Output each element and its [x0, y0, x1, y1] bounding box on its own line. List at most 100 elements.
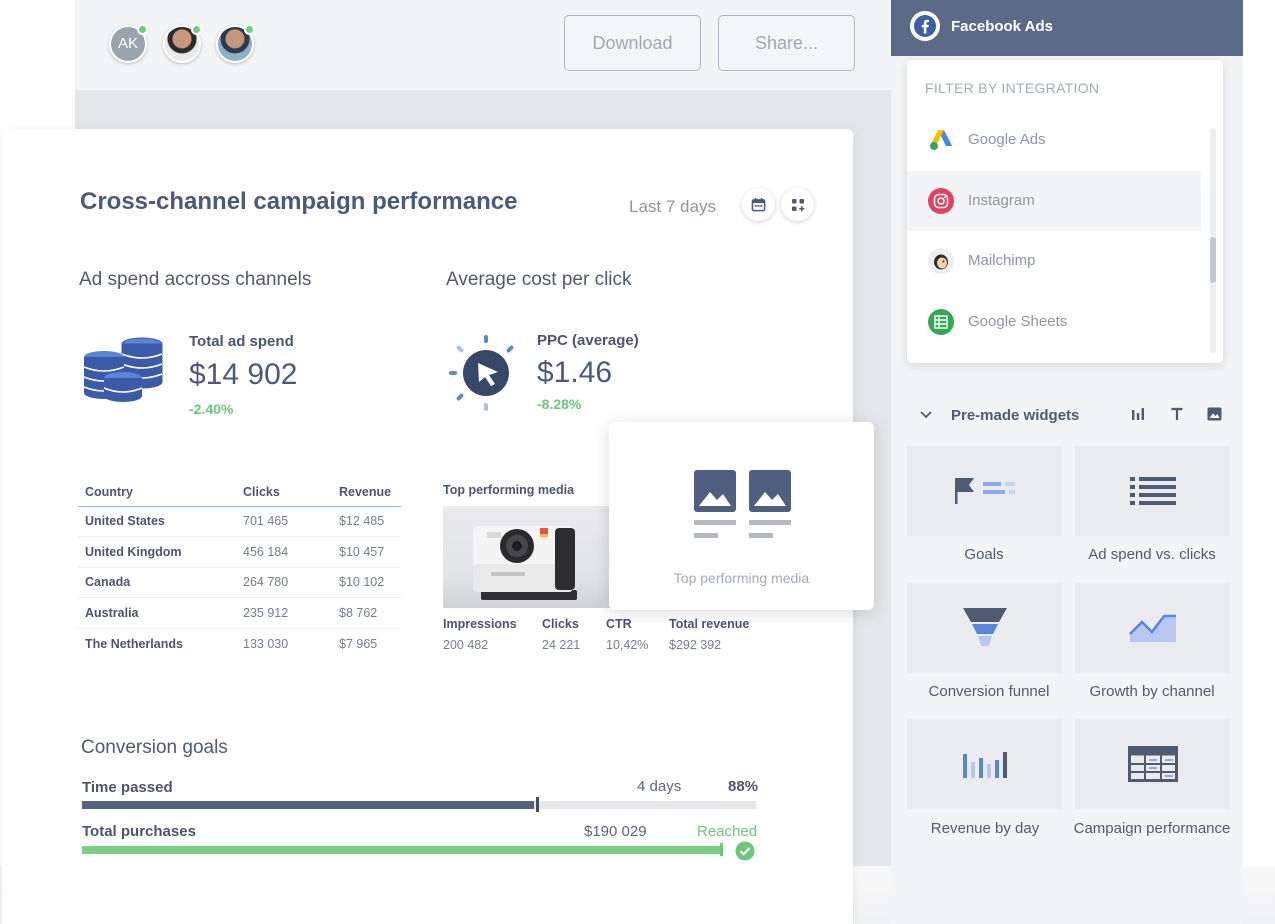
calendar-button[interactable]	[742, 188, 775, 221]
avatar-ak[interactable]: AK	[109, 24, 148, 63]
dropdown-scrollbar-thumb[interactable]	[1210, 237, 1216, 283]
option-label: Instagram	[968, 192, 1035, 209]
total-purchases-value: $190 029	[584, 823, 647, 840]
total-revenue-value: $292 392	[669, 638, 722, 652]
integration-header[interactable]	[891, 0, 1243, 56]
clicks-cell: 456 184	[236, 536, 332, 568]
text-filter-button[interactable]	[1168, 405, 1186, 423]
revenue-cell: $12 485	[332, 506, 401, 537]
cursor-click-icon	[449, 335, 514, 411]
table-row: Canada 264 780 $10 102	[78, 567, 401, 598]
filter-header: FILTER BY INTEGRATION	[925, 80, 1100, 96]
clicks-cell: 264 780	[236, 567, 332, 598]
integration-option-google-sheets[interactable]: Google Sheets	[907, 292, 1201, 352]
ppc-label: PPC (average)	[537, 332, 639, 349]
widget-label-goals: Goals	[964, 546, 1004, 563]
integration-option-mailchimp[interactable]: Mailchimp	[907, 231, 1201, 291]
column-header-country: Country	[78, 478, 236, 507]
widget-label-conversion-funnel: Conversion funnel	[928, 683, 1050, 700]
image-filter-button[interactable]	[1205, 405, 1223, 423]
widget-label-ad-spend-vs-clicks: Ad spend vs. clicks	[1088, 546, 1216, 563]
integration-title: Facebook Ads	[951, 18, 1053, 35]
total-purchases-status: Reached	[697, 823, 758, 840]
media-clicks-label: Clicks	[542, 617, 579, 631]
dragged-widget-preview[interactable]: Top performing media	[609, 422, 874, 610]
facebook-icon	[910, 11, 940, 41]
country-cell: The Netherlands	[85, 636, 183, 651]
goals-icon	[954, 478, 1015, 504]
country-cell: Australia	[78, 597, 236, 629]
time-passed-value: 4 days	[637, 778, 682, 795]
impressions-label: Impressions	[443, 617, 517, 631]
time-passed-marker	[536, 797, 539, 812]
total-purchases-progress-bar	[82, 846, 722, 854]
share-button[interactable]: Share...	[718, 15, 855, 71]
total-ad-spend-value: $14 902	[189, 358, 298, 391]
add-widget-button[interactable]	[781, 188, 814, 221]
widget-label-revenue-by-day: Revenue by day	[930, 820, 1040, 837]
conversion-goals-title: Conversion goals	[81, 737, 228, 758]
dashboard-title: Cross-channel campaign performance	[80, 188, 518, 215]
calendar-icon	[751, 197, 766, 212]
widget-tile-goals[interactable]	[907, 446, 1062, 536]
media-photo-camera	[443, 506, 611, 608]
option-label: Google Ads	[968, 131, 1046, 148]
text-icon	[1171, 407, 1183, 420]
avatar-user-3[interactable]	[216, 24, 255, 63]
revenue-cell: $8 762	[332, 597, 401, 629]
list-icon	[1129, 477, 1176, 505]
country-table: Country Clicks Revenue United States 701 …	[78, 478, 401, 659]
integration-option-google-ads[interactable]: Google Ads	[907, 110, 1201, 170]
clicks-cell: 235 912	[236, 597, 332, 629]
online-status-dot	[191, 24, 202, 35]
widget-tile-growth-by-channel[interactable]	[1075, 583, 1230, 673]
top-media-title: Top performing media	[443, 483, 575, 497]
table-icon	[1127, 746, 1178, 782]
table-row: United States 701 465 $12 485	[78, 506, 401, 537]
download-button[interactable]: Download	[564, 15, 701, 71]
clicks-cell: 133 030	[243, 636, 289, 651]
camera-image	[473, 526, 577, 600]
option-label: Google Sheets	[968, 313, 1068, 330]
online-status-dot	[137, 24, 148, 35]
column-header-clicks: Clicks	[236, 478, 332, 507]
google-ads-icon	[928, 127, 954, 153]
widget-tile-ad-spend-vs-clicks[interactable]	[1075, 446, 1230, 536]
option-label: Mailchimp	[968, 252, 1036, 269]
cpc-section-title: Average cost per click	[446, 269, 632, 290]
integration-option-instagram[interactable]: Instagram	[907, 171, 1201, 231]
ad-spend-section-title: Ad spend accross channels	[79, 269, 312, 290]
image-gallery-icon	[694, 470, 791, 538]
time-passed-label: Time passed	[82, 779, 173, 796]
coins-icon	[83, 337, 163, 402]
media-clicks-value: 24 221	[542, 638, 581, 652]
funnel-icon	[962, 608, 1007, 646]
country-cell: United Kingdom	[78, 536, 236, 568]
total-revenue-label: Total revenue	[669, 617, 750, 631]
widget-tile-revenue-by-day[interactable]	[907, 719, 1062, 809]
premade-widgets-label: Pre-made widgets	[951, 407, 1080, 424]
ctr-value: 10,42%	[606, 638, 649, 652]
date-range-label[interactable]: Last 7 days	[629, 197, 716, 216]
ppc-value: $1.46	[537, 356, 613, 389]
widget-label-campaign-performance: Campaign performance	[1073, 820, 1231, 837]
avatar-user-2[interactable]	[163, 24, 202, 63]
country-cell: United States	[78, 506, 236, 537]
revenue-cell: $10 457	[332, 536, 401, 568]
grid-plus-icon	[791, 198, 804, 211]
mailchimp-icon	[928, 248, 954, 274]
check-circle-icon	[735, 841, 755, 861]
table-header-row: Country Clicks Revenue	[78, 478, 401, 507]
area-chart-icon	[1128, 614, 1176, 642]
time-passed-progress-bar	[82, 801, 534, 809]
total-ad-spend-delta: -2.40%	[189, 401, 234, 417]
chart-filter-button[interactable]	[1129, 405, 1147, 423]
ctr-label: CTR	[606, 617, 632, 631]
widget-tile-conversion-funnel[interactable]	[907, 583, 1062, 673]
total-purchases-label: Total purchases	[82, 823, 196, 840]
table-row: Australia 235 912 $8 762	[78, 597, 401, 629]
widget-tile-campaign-performance[interactable]	[1075, 719, 1230, 809]
chevron-down-icon[interactable]	[918, 406, 934, 422]
instagram-icon	[928, 188, 954, 214]
widget-label-growth-by-channel: Growth by channel	[1089, 683, 1215, 700]
